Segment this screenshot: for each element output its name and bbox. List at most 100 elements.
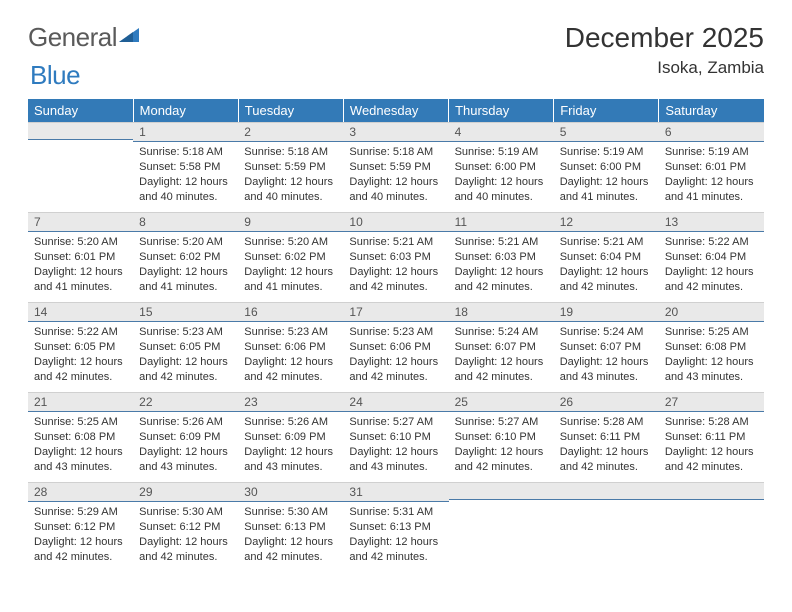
calendar-cell: 4Sunrise: 5:19 AMSunset: 6:00 PMDaylight… xyxy=(449,122,554,212)
calendar-row: 28Sunrise: 5:29 AMSunset: 6:12 PMDayligh… xyxy=(28,482,764,572)
calendar-cell: 30Sunrise: 5:30 AMSunset: 6:13 PMDayligh… xyxy=(238,482,343,572)
calendar-cell: 6Sunrise: 5:19 AMSunset: 6:01 PMDaylight… xyxy=(659,122,764,212)
day-number: 11 xyxy=(449,212,554,232)
day-details: Sunrise: 5:19 AMSunset: 6:01 PMDaylight:… xyxy=(659,142,764,206)
day-number: 16 xyxy=(238,302,343,322)
day-details: Sunrise: 5:26 AMSunset: 6:09 PMDaylight:… xyxy=(133,412,238,476)
day-number: 13 xyxy=(659,212,764,232)
day-number: 31 xyxy=(343,482,448,502)
triangle-icon xyxy=(119,26,143,49)
calendar-cell: 9Sunrise: 5:20 AMSunset: 6:02 PMDaylight… xyxy=(238,212,343,302)
calendar-row: 21Sunrise: 5:25 AMSunset: 6:08 PMDayligh… xyxy=(28,392,764,482)
empty-day xyxy=(28,122,133,140)
calendar-cell xyxy=(28,122,133,212)
calendar-cell: 16Sunrise: 5:23 AMSunset: 6:06 PMDayligh… xyxy=(238,302,343,392)
day-details: Sunrise: 5:18 AMSunset: 5:59 PMDaylight:… xyxy=(343,142,448,206)
day-number: 3 xyxy=(343,122,448,142)
day-number: 10 xyxy=(343,212,448,232)
brand-word2: Blue xyxy=(30,60,80,90)
calendar-cell: 12Sunrise: 5:21 AMSunset: 6:04 PMDayligh… xyxy=(554,212,659,302)
day-number: 28 xyxy=(28,482,133,502)
calendar-cell: 24Sunrise: 5:27 AMSunset: 6:10 PMDayligh… xyxy=(343,392,448,482)
day-details: Sunrise: 5:25 AMSunset: 6:08 PMDaylight:… xyxy=(28,412,133,476)
day-number: 7 xyxy=(28,212,133,232)
calendar-cell: 18Sunrise: 5:24 AMSunset: 6:07 PMDayligh… xyxy=(449,302,554,392)
calendar-cell: 25Sunrise: 5:27 AMSunset: 6:10 PMDayligh… xyxy=(449,392,554,482)
calendar-cell: 10Sunrise: 5:21 AMSunset: 6:03 PMDayligh… xyxy=(343,212,448,302)
day-details: Sunrise: 5:22 AMSunset: 6:04 PMDaylight:… xyxy=(659,232,764,296)
calendar-cell: 19Sunrise: 5:24 AMSunset: 6:07 PMDayligh… xyxy=(554,302,659,392)
day-details: Sunrise: 5:28 AMSunset: 6:11 PMDaylight:… xyxy=(554,412,659,476)
day-details: Sunrise: 5:21 AMSunset: 6:03 PMDaylight:… xyxy=(449,232,554,296)
calendar-cell: 1Sunrise: 5:18 AMSunset: 5:58 PMDaylight… xyxy=(133,122,238,212)
calendar-cell xyxy=(554,482,659,572)
day-number: 17 xyxy=(343,302,448,322)
day-details: Sunrise: 5:29 AMSunset: 6:12 PMDaylight:… xyxy=(28,502,133,566)
calendar-cell: 21Sunrise: 5:25 AMSunset: 6:08 PMDayligh… xyxy=(28,392,133,482)
day-details: Sunrise: 5:19 AMSunset: 6:00 PMDaylight:… xyxy=(449,142,554,206)
day-details: Sunrise: 5:24 AMSunset: 6:07 PMDaylight:… xyxy=(554,322,659,386)
calendar-cell: 27Sunrise: 5:28 AMSunset: 6:11 PMDayligh… xyxy=(659,392,764,482)
day-details: Sunrise: 5:20 AMSunset: 6:01 PMDaylight:… xyxy=(28,232,133,296)
day-details: Sunrise: 5:28 AMSunset: 6:11 PMDaylight:… xyxy=(659,412,764,476)
day-details: Sunrise: 5:18 AMSunset: 5:59 PMDaylight:… xyxy=(238,142,343,206)
weekday-header: Wednesday xyxy=(343,99,448,122)
day-details: Sunrise: 5:30 AMSunset: 6:13 PMDaylight:… xyxy=(238,502,343,566)
calendar-cell: 31Sunrise: 5:31 AMSunset: 6:13 PMDayligh… xyxy=(343,482,448,572)
calendar-cell: 11Sunrise: 5:21 AMSunset: 6:03 PMDayligh… xyxy=(449,212,554,302)
day-number: 14 xyxy=(28,302,133,322)
day-number: 27 xyxy=(659,392,764,412)
day-number: 22 xyxy=(133,392,238,412)
calendar-cell: 22Sunrise: 5:26 AMSunset: 6:09 PMDayligh… xyxy=(133,392,238,482)
day-number: 19 xyxy=(554,302,659,322)
calendar-cell: 17Sunrise: 5:23 AMSunset: 6:06 PMDayligh… xyxy=(343,302,448,392)
calendar-cell: 28Sunrise: 5:29 AMSunset: 6:12 PMDayligh… xyxy=(28,482,133,572)
location-label: Isoka, Zambia xyxy=(565,58,764,78)
day-details: Sunrise: 5:23 AMSunset: 6:05 PMDaylight:… xyxy=(133,322,238,386)
calendar-cell: 2Sunrise: 5:18 AMSunset: 5:59 PMDaylight… xyxy=(238,122,343,212)
calendar-cell: 3Sunrise: 5:18 AMSunset: 5:59 PMDaylight… xyxy=(343,122,448,212)
day-number: 18 xyxy=(449,302,554,322)
day-number: 1 xyxy=(133,122,238,142)
day-number: 8 xyxy=(133,212,238,232)
day-details: Sunrise: 5:18 AMSunset: 5:58 PMDaylight:… xyxy=(133,142,238,206)
day-number: 24 xyxy=(343,392,448,412)
day-number: 12 xyxy=(554,212,659,232)
empty-day xyxy=(449,482,554,500)
weekday-header: Monday xyxy=(133,99,238,122)
month-title: December 2025 xyxy=(565,22,764,54)
day-number: 9 xyxy=(238,212,343,232)
day-details: Sunrise: 5:20 AMSunset: 6:02 PMDaylight:… xyxy=(238,232,343,296)
calendar-cell: 23Sunrise: 5:26 AMSunset: 6:09 PMDayligh… xyxy=(238,392,343,482)
day-number: 25 xyxy=(449,392,554,412)
calendar-row: 14Sunrise: 5:22 AMSunset: 6:05 PMDayligh… xyxy=(28,302,764,392)
day-details: Sunrise: 5:26 AMSunset: 6:09 PMDaylight:… xyxy=(238,412,343,476)
calendar-cell: 5Sunrise: 5:19 AMSunset: 6:00 PMDaylight… xyxy=(554,122,659,212)
day-details: Sunrise: 5:22 AMSunset: 6:05 PMDaylight:… xyxy=(28,322,133,386)
day-details: Sunrise: 5:23 AMSunset: 6:06 PMDaylight:… xyxy=(343,322,448,386)
empty-day xyxy=(659,482,764,500)
day-details: Sunrise: 5:23 AMSunset: 6:06 PMDaylight:… xyxy=(238,322,343,386)
day-number: 15 xyxy=(133,302,238,322)
day-number: 26 xyxy=(554,392,659,412)
day-details: Sunrise: 5:27 AMSunset: 6:10 PMDaylight:… xyxy=(343,412,448,476)
day-details: Sunrise: 5:19 AMSunset: 6:00 PMDaylight:… xyxy=(554,142,659,206)
brand-word1: General xyxy=(28,22,117,53)
brand-logo: General xyxy=(28,22,145,53)
calendar-cell xyxy=(449,482,554,572)
day-number: 23 xyxy=(238,392,343,412)
weekday-header: Sunday xyxy=(28,99,133,122)
day-number: 21 xyxy=(28,392,133,412)
day-details: Sunrise: 5:21 AMSunset: 6:04 PMDaylight:… xyxy=(554,232,659,296)
calendar-row: 7Sunrise: 5:20 AMSunset: 6:01 PMDaylight… xyxy=(28,212,764,302)
day-number: 6 xyxy=(659,122,764,142)
calendar-cell xyxy=(659,482,764,572)
weekday-header: Thursday xyxy=(449,99,554,122)
calendar-cell: 7Sunrise: 5:20 AMSunset: 6:01 PMDaylight… xyxy=(28,212,133,302)
calendar-cell: 20Sunrise: 5:25 AMSunset: 6:08 PMDayligh… xyxy=(659,302,764,392)
weekday-header: Tuesday xyxy=(238,99,343,122)
day-details: Sunrise: 5:25 AMSunset: 6:08 PMDaylight:… xyxy=(659,322,764,386)
day-details: Sunrise: 5:31 AMSunset: 6:13 PMDaylight:… xyxy=(343,502,448,566)
calendar-table: SundayMondayTuesdayWednesdayThursdayFrid… xyxy=(28,99,764,572)
weekday-header-row: SundayMondayTuesdayWednesdayThursdayFrid… xyxy=(28,99,764,122)
